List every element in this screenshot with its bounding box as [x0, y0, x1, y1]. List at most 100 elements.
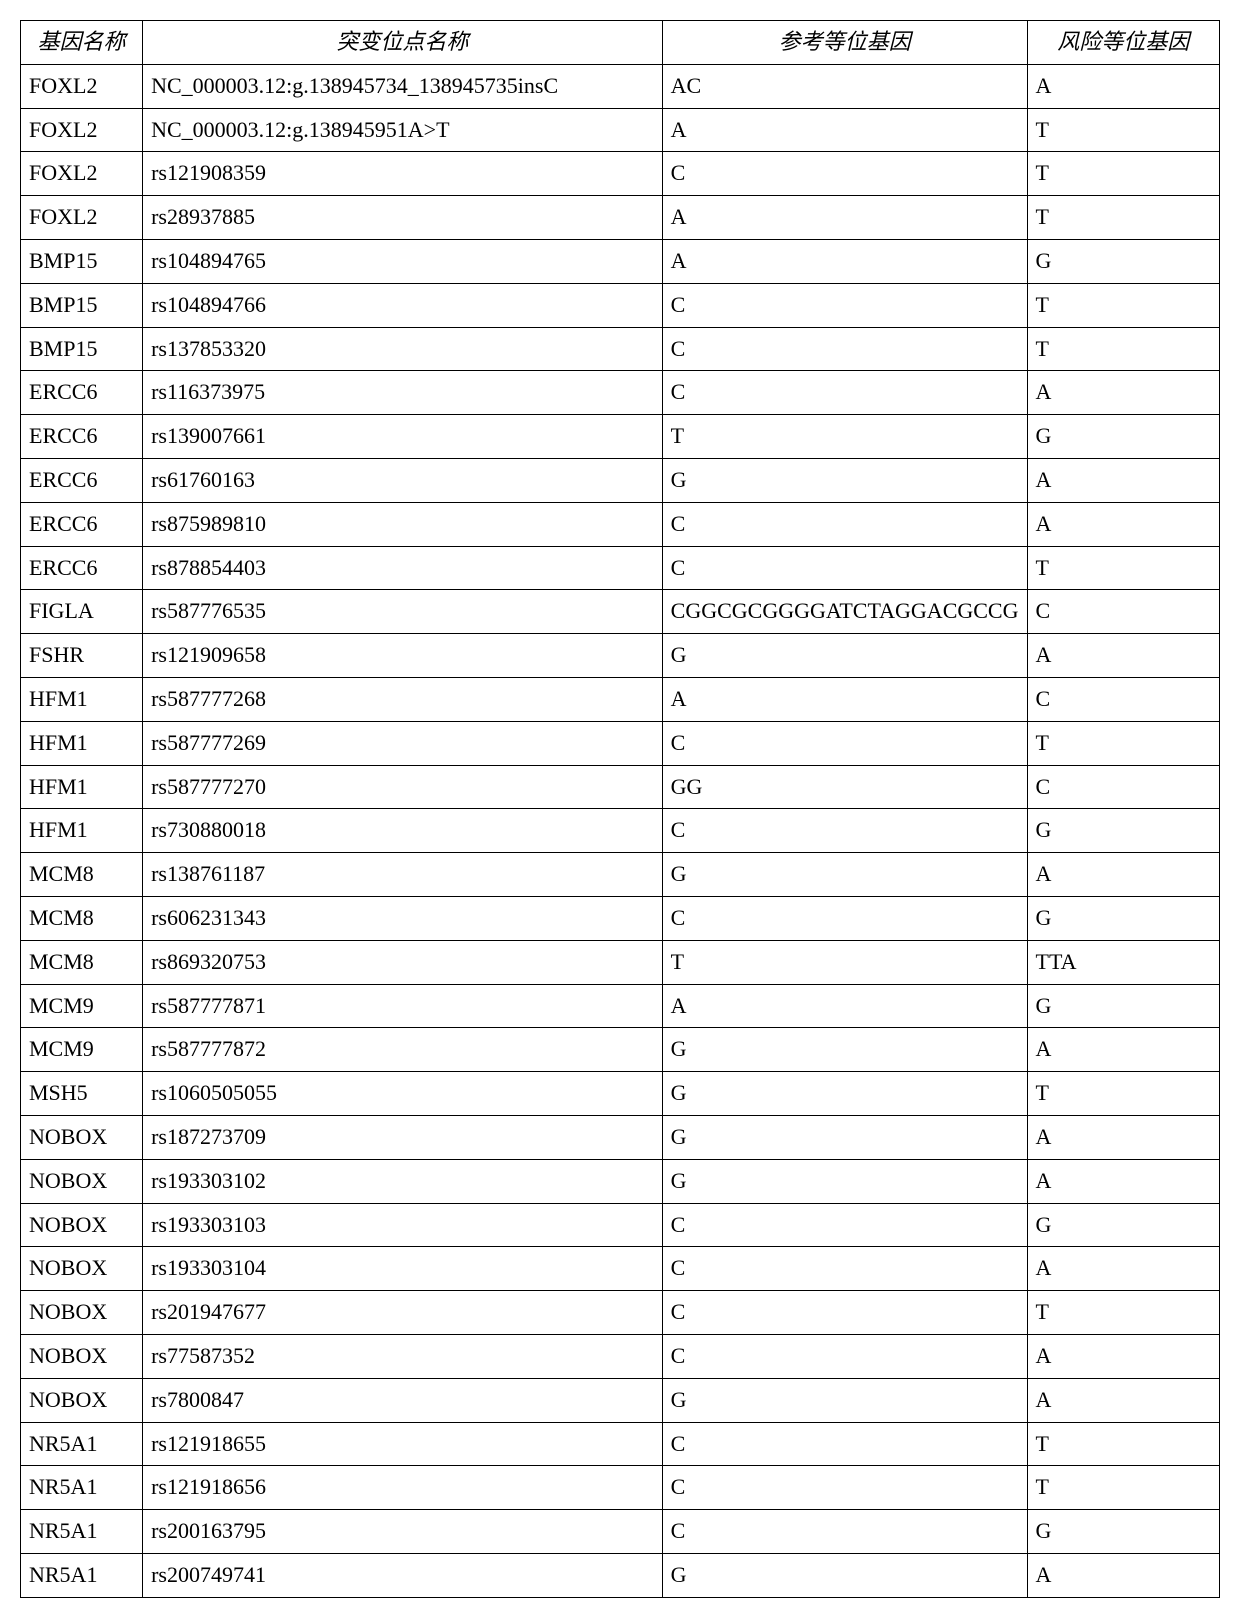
table-row: NR5A1rs121918655CT — [21, 1422, 1220, 1466]
risk-allele-cell: A — [1027, 1159, 1220, 1203]
gene-name-cell: MSH5 — [21, 1072, 143, 1116]
reference-allele-cell: G — [662, 1378, 1027, 1422]
mutation-name-cell: rs121908359 — [143, 152, 663, 196]
gene-name-cell: NOBOX — [21, 1159, 143, 1203]
risk-allele-cell: T — [1027, 721, 1220, 765]
mutation-name-cell: rs587777269 — [143, 721, 663, 765]
table-row: BMP15rs104894766CT — [21, 283, 1220, 327]
mutation-name-cell: rs869320753 — [143, 940, 663, 984]
risk-allele-cell: T — [1027, 152, 1220, 196]
gene-name-cell: BMP15 — [21, 239, 143, 283]
gene-name-cell: NOBOX — [21, 1203, 143, 1247]
header-gene: 基因名称 — [21, 21, 143, 65]
table-row: ERCC6rs139007661TG — [21, 415, 1220, 459]
risk-allele-cell: A — [1027, 634, 1220, 678]
risk-allele-cell: G — [1027, 809, 1220, 853]
reference-allele-cell: A — [662, 108, 1027, 152]
table-row: NR5A1rs200749741GA — [21, 1553, 1220, 1597]
table-row: FOXL2rs121908359CT — [21, 152, 1220, 196]
reference-allele-cell: CGGCGCGGGGATCTAGGACGCCG — [662, 590, 1027, 634]
reference-allele-cell: G — [662, 634, 1027, 678]
mutation-name-cell: NC_000003.12:g.138945734_138945735insC — [143, 64, 663, 108]
mutation-name-cell: rs28937885 — [143, 196, 663, 240]
gene-name-cell: NOBOX — [21, 1115, 143, 1159]
reference-allele-cell: C — [662, 152, 1027, 196]
risk-allele-cell: T — [1027, 327, 1220, 371]
reference-allele-cell: C — [662, 502, 1027, 546]
risk-allele-cell: C — [1027, 765, 1220, 809]
gene-name-cell: NOBOX — [21, 1247, 143, 1291]
gene-name-cell: FOXL2 — [21, 108, 143, 152]
gene-name-cell: MCM8 — [21, 940, 143, 984]
mutation-name-cell: rs121909658 — [143, 634, 663, 678]
table-body: FOXL2NC_000003.12:g.138945734_138945735i… — [21, 64, 1220, 1597]
risk-allele-cell: G — [1027, 1203, 1220, 1247]
table-row: FOXL2NC_000003.12:g.138945734_138945735i… — [21, 64, 1220, 108]
mutation-name-cell: rs587776535 — [143, 590, 663, 634]
mutation-name-cell: rs878854403 — [143, 546, 663, 590]
gene-name-cell: MCM9 — [21, 1028, 143, 1072]
gene-name-cell: NR5A1 — [21, 1422, 143, 1466]
risk-allele-cell: T — [1027, 196, 1220, 240]
gene-name-cell: ERCC6 — [21, 546, 143, 590]
table-row: MCM9rs587777871AG — [21, 984, 1220, 1028]
gene-name-cell: BMP15 — [21, 327, 143, 371]
reference-allele-cell: A — [662, 239, 1027, 283]
reference-allele-cell: C — [662, 1247, 1027, 1291]
risk-allele-cell: A — [1027, 1028, 1220, 1072]
table-row: MCM8rs138761187GA — [21, 853, 1220, 897]
mutation-name-cell: rs7800847 — [143, 1378, 663, 1422]
mutation-name-cell: rs587777872 — [143, 1028, 663, 1072]
mutation-name-cell: NC_000003.12:g.138945951A>T — [143, 108, 663, 152]
gene-name-cell: NOBOX — [21, 1291, 143, 1335]
gene-name-cell: NR5A1 — [21, 1466, 143, 1510]
reference-allele-cell: C — [662, 1291, 1027, 1335]
mutation-name-cell: rs200749741 — [143, 1553, 663, 1597]
mutation-name-cell: rs587777270 — [143, 765, 663, 809]
risk-allele-cell: T — [1027, 1422, 1220, 1466]
risk-allele-cell: G — [1027, 1510, 1220, 1554]
gene-name-cell: FOXL2 — [21, 196, 143, 240]
risk-allele-cell: T — [1027, 283, 1220, 327]
table-row: MCM9rs587777872GA — [21, 1028, 1220, 1072]
risk-allele-cell: A — [1027, 458, 1220, 502]
table-row: MSH5rs1060505055GT — [21, 1072, 1220, 1116]
header-risk-allele: 风险等位基因 — [1027, 21, 1220, 65]
gene-name-cell: MCM9 — [21, 984, 143, 1028]
mutation-name-cell: rs201947677 — [143, 1291, 663, 1335]
risk-allele-cell: T — [1027, 1072, 1220, 1116]
risk-allele-cell: G — [1027, 984, 1220, 1028]
mutation-name-cell: rs137853320 — [143, 327, 663, 371]
header-reference-allele: 参考等位基因 — [662, 21, 1027, 65]
risk-allele-cell: C — [1027, 590, 1220, 634]
mutation-name-cell: rs104894765 — [143, 239, 663, 283]
gene-name-cell: HFM1 — [21, 721, 143, 765]
table-row: NOBOXrs193303102GA — [21, 1159, 1220, 1203]
gene-name-cell: ERCC6 — [21, 458, 143, 502]
mutation-name-cell: rs606231343 — [143, 896, 663, 940]
mutation-name-cell: rs193303103 — [143, 1203, 663, 1247]
reference-allele-cell: C — [662, 1422, 1027, 1466]
reference-allele-cell: T — [662, 940, 1027, 984]
mutation-name-cell: rs116373975 — [143, 371, 663, 415]
risk-allele-cell: C — [1027, 677, 1220, 721]
table-row: NOBOXrs193303104CA — [21, 1247, 1220, 1291]
risk-allele-cell: A — [1027, 853, 1220, 897]
risk-allele-cell: T — [1027, 1466, 1220, 1510]
reference-allele-cell: C — [662, 721, 1027, 765]
mutation-name-cell: rs187273709 — [143, 1115, 663, 1159]
risk-allele-cell: T — [1027, 546, 1220, 590]
table-row: MCM8rs869320753TTTA — [21, 940, 1220, 984]
table-row: FOXL2NC_000003.12:g.138945951A>TAT — [21, 108, 1220, 152]
table-row: HFM1rs587777269CT — [21, 721, 1220, 765]
mutation-name-cell: rs730880018 — [143, 809, 663, 853]
risk-allele-cell: T — [1027, 1291, 1220, 1335]
reference-allele-cell: C — [662, 1203, 1027, 1247]
mutation-name-cell: rs193303104 — [143, 1247, 663, 1291]
reference-allele-cell: G — [662, 1159, 1027, 1203]
risk-allele-cell: A — [1027, 1115, 1220, 1159]
table-row: FOXL2rs28937885AT — [21, 196, 1220, 240]
reference-allele-cell: G — [662, 1072, 1027, 1116]
table-row: NOBOXrs7800847GA — [21, 1378, 1220, 1422]
mutation-name-cell: rs121918656 — [143, 1466, 663, 1510]
